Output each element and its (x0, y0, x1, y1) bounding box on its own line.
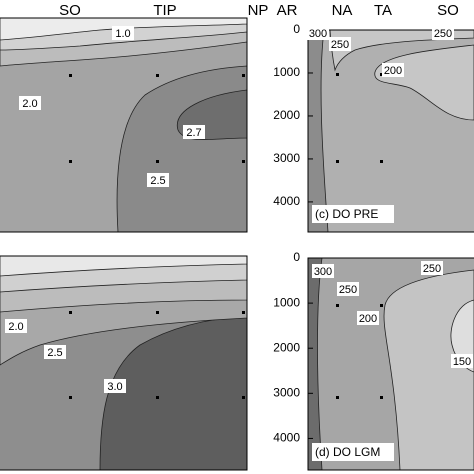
contour-label: 300 (314, 266, 332, 278)
contour-label: 250 (339, 284, 357, 296)
y-tick-label: 3000 (273, 151, 300, 165)
region-label: TA (374, 2, 392, 19)
contour-label: 150 (453, 356, 471, 368)
contour-fill (308, 258, 474, 470)
contour-label-box (44, 345, 66, 359)
panel-frames (0, 17, 474, 471)
contour-label: 250 (423, 263, 441, 275)
contour-label-box (451, 354, 473, 368)
contour-label-box (19, 96, 41, 110)
y-tick-label: 2000 (273, 340, 300, 354)
region-label: SO (437, 2, 459, 19)
contour-label: 3.0 (107, 381, 122, 393)
contour-label-box (337, 282, 359, 296)
panel-label-box (312, 443, 394, 461)
panel-label-box (312, 205, 394, 223)
y-tick-label: 4000 (273, 431, 300, 445)
contour-label-box (421, 261, 443, 275)
contour-fill (0, 256, 247, 470)
contour-fill (0, 18, 247, 232)
y-tick-label: 0 (293, 250, 300, 264)
contour-label-box (183, 125, 205, 139)
contour-label-box (357, 311, 379, 325)
contour-label-box (432, 26, 454, 40)
contour-label-box (382, 63, 404, 77)
y-tick-label: 4000 (273, 194, 300, 208)
contour-label-box (329, 37, 351, 51)
contour-label-box (312, 264, 334, 278)
panel-label: (d) DO LGM (315, 445, 380, 459)
region-label: SO (59, 2, 81, 19)
contour-label: 200 (359, 313, 377, 325)
contour-label-box (112, 26, 134, 40)
contour-label: 250 (434, 28, 452, 40)
contour-fill (308, 30, 474, 232)
contour-label: 2.7 (186, 127, 201, 139)
y-tick-label: 3000 (273, 385, 300, 399)
contour-label-box (307, 26, 329, 40)
y-tick-label: 1000 (273, 295, 300, 309)
y-tick-label: 1000 (273, 65, 300, 79)
contour-label: 2.5 (150, 175, 165, 187)
contour-label: 300 (309, 28, 327, 40)
contour-label-box (104, 379, 126, 393)
contour-label: 250 (331, 39, 349, 51)
contour-label: 2.0 (8, 321, 23, 333)
contour-label: 1.0 (115, 28, 130, 40)
contour-label-box (5, 319, 27, 333)
contour-label-box (147, 173, 169, 187)
region-label: AR (277, 2, 298, 19)
station-dots (69, 73, 383, 399)
contour-label: 2.5 (47, 347, 62, 359)
panel-label: (c) DO PRE (315, 207, 378, 221)
contour-label: 2.0 (22, 98, 37, 110)
region-label: NP (248, 2, 269, 19)
region-label: TIP (153, 2, 176, 19)
region-label: NA (332, 2, 353, 19)
contour-label: 200 (384, 65, 402, 77)
y-tick-label: 2000 (273, 108, 300, 122)
y-tick-label: 0 (293, 22, 300, 36)
